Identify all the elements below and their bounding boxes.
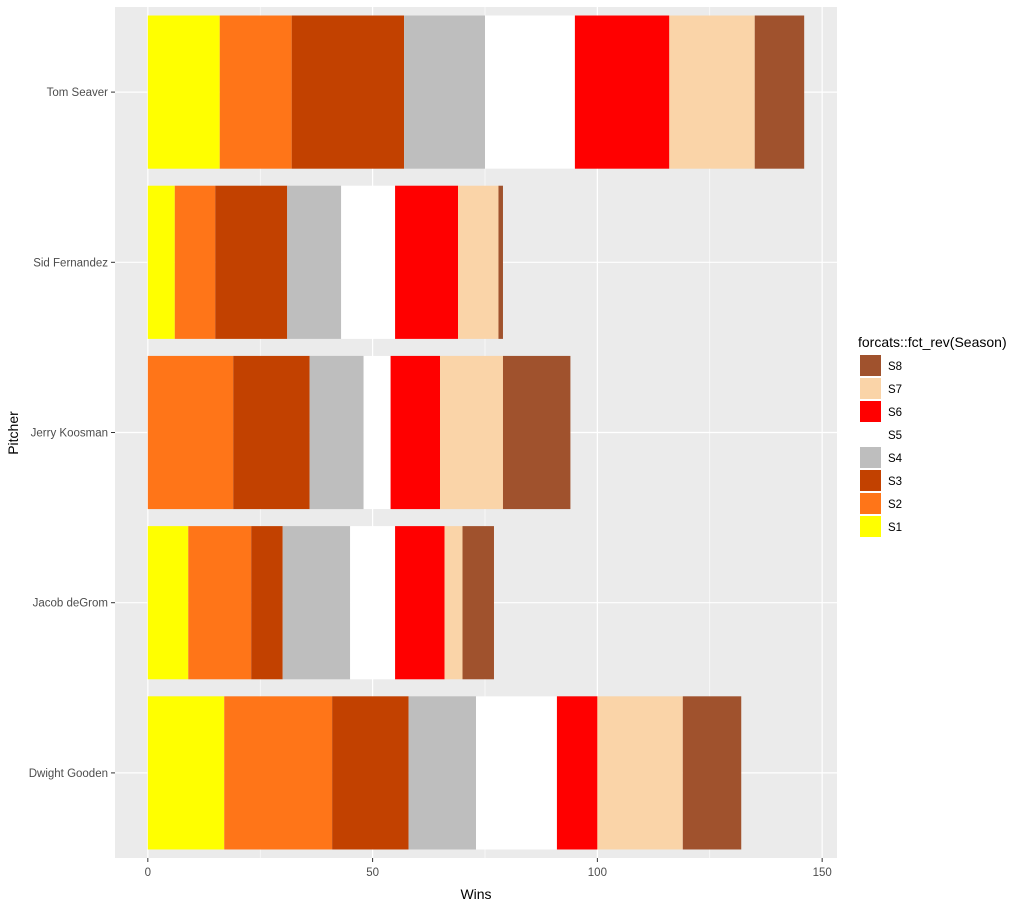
bar-segment bbox=[408, 696, 476, 850]
x-axis-title: Wins bbox=[460, 886, 491, 902]
bar-segment bbox=[233, 355, 310, 510]
legend-key bbox=[860, 378, 881, 399]
bar-segment bbox=[484, 15, 575, 169]
legend-key bbox=[860, 516, 881, 537]
bar-segment bbox=[669, 15, 755, 169]
bar-segment bbox=[219, 15, 292, 169]
bar-segment bbox=[574, 15, 670, 169]
bar-segment bbox=[597, 696, 683, 850]
bar-segment bbox=[498, 185, 503, 339]
bar-segment bbox=[309, 355, 364, 510]
legend-key bbox=[860, 355, 881, 376]
bar-segment bbox=[462, 526, 494, 680]
y-tick-label: Tom Seaver bbox=[47, 87, 109, 99]
bar-segment bbox=[341, 185, 396, 339]
bar-segment bbox=[476, 696, 557, 850]
bar-segment bbox=[251, 526, 283, 680]
bar-segment bbox=[754, 15, 805, 169]
bar-segment bbox=[458, 185, 499, 339]
x-tick-label: 100 bbox=[588, 867, 607, 879]
legend-key bbox=[860, 401, 881, 422]
legend-label: S6 bbox=[888, 407, 902, 419]
y-tick-label: Jerry Koosman bbox=[31, 428, 108, 440]
bar-segment bbox=[440, 355, 503, 510]
bars bbox=[147, 15, 805, 850]
y-tick-label: Sid Fernandez bbox=[33, 257, 108, 269]
bar-segment bbox=[174, 185, 216, 339]
legend: forcats::fct_rev(Season) S8S7S6S5S4S3S2S… bbox=[858, 334, 1007, 537]
bar-segment bbox=[147, 355, 234, 510]
y-axis-title: Pitcher bbox=[5, 411, 21, 455]
y-tick-label: Dwight Gooden bbox=[29, 768, 108, 780]
legend-label: S2 bbox=[888, 499, 902, 511]
bar-segment bbox=[395, 185, 459, 339]
legend-label: S7 bbox=[888, 384, 902, 396]
legend-label: S8 bbox=[888, 361, 902, 373]
x-tick-label: 0 bbox=[145, 867, 151, 879]
legend-key bbox=[860, 424, 881, 445]
bar-segment bbox=[282, 526, 351, 680]
x-tick-label: 50 bbox=[366, 867, 379, 879]
legend-title: forcats::fct_rev(Season) bbox=[858, 334, 1007, 350]
bar-segment bbox=[350, 526, 396, 680]
bar-segment bbox=[444, 526, 463, 680]
bar-segment bbox=[224, 696, 333, 850]
bar-segment bbox=[188, 526, 252, 680]
bar-segment bbox=[287, 185, 342, 339]
legend-label: S5 bbox=[888, 430, 902, 442]
bar-segment bbox=[363, 355, 391, 510]
x-tick-label: 150 bbox=[813, 867, 832, 879]
bar-segment bbox=[215, 185, 288, 339]
bar-segment bbox=[404, 15, 485, 169]
bar-segment bbox=[147, 526, 189, 680]
y-axis: Dwight Gooden Jacob deGrom Jerry Koosman Si… bbox=[29, 87, 115, 780]
x-axis: 0 50 100 150 bbox=[145, 858, 832, 879]
legend-label: S1 bbox=[888, 522, 902, 534]
bar-segment bbox=[395, 526, 445, 680]
legend-key bbox=[860, 493, 881, 514]
bar-segment bbox=[147, 696, 225, 850]
legend-items: S8 S7 S6 S5 S4 S3 S2 S1 bbox=[860, 355, 903, 537]
bar-segment bbox=[147, 15, 220, 169]
legend-key bbox=[860, 447, 881, 468]
bar-segment bbox=[390, 355, 441, 510]
bar-segment bbox=[502, 355, 571, 510]
bar-segment bbox=[332, 696, 409, 850]
bar-segment bbox=[291, 15, 405, 169]
legend-label: S4 bbox=[888, 453, 903, 465]
bar-segment bbox=[556, 696, 598, 850]
bar-segment bbox=[682, 696, 742, 850]
y-tick-label: Jacob deGrom bbox=[33, 598, 108, 610]
legend-label: S3 bbox=[888, 476, 902, 488]
legend-key bbox=[860, 470, 881, 491]
bar-segment bbox=[147, 185, 175, 339]
